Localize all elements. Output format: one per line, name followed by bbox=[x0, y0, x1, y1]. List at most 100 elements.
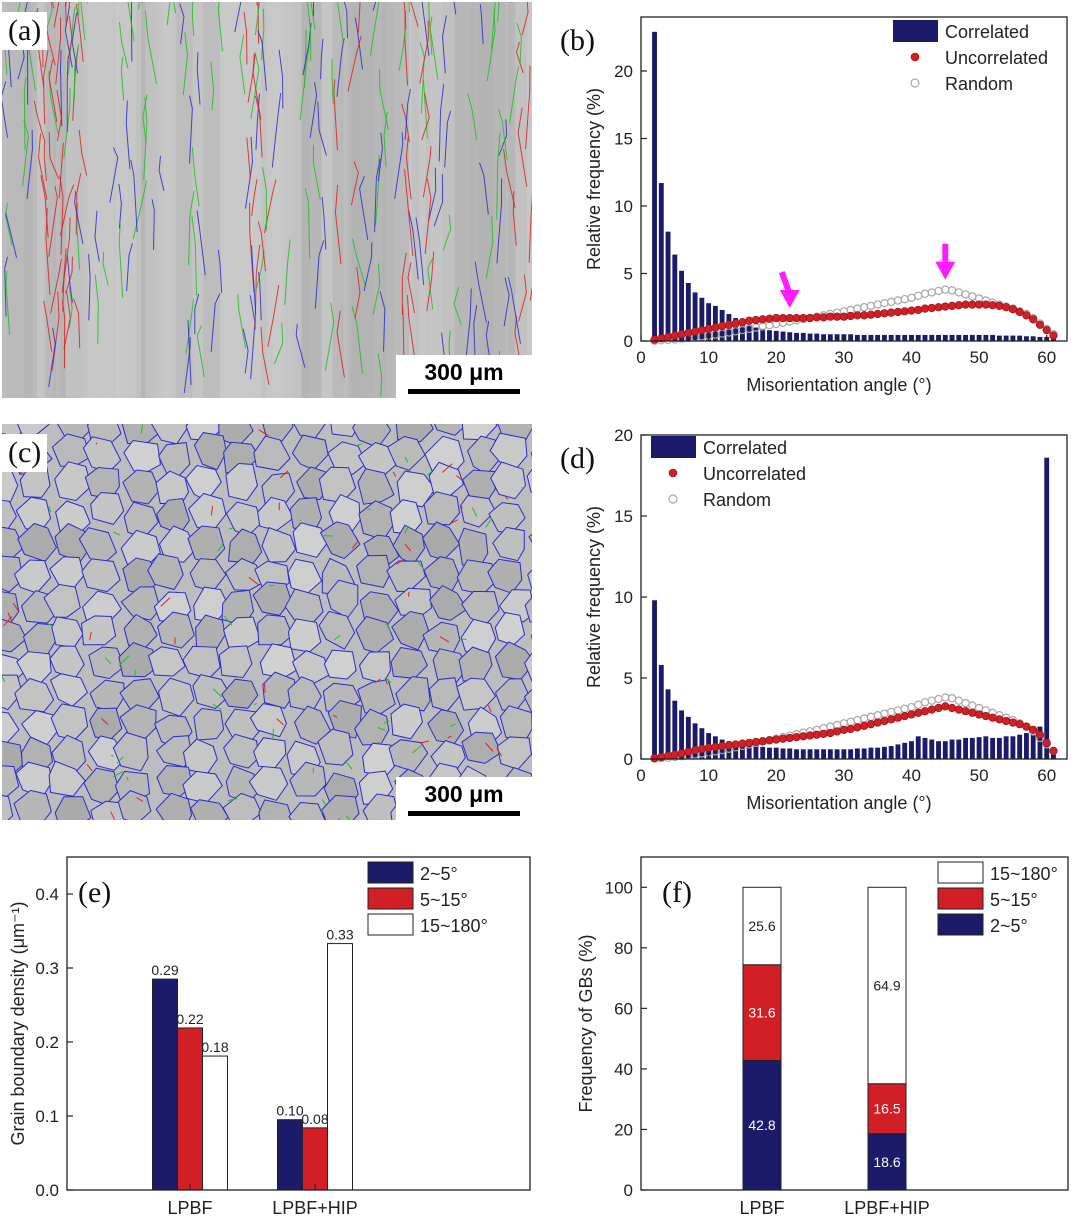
micrograph-c-grain bbox=[2, 618, 28, 653]
micrograph-c-boundary bbox=[417, 561, 425, 570]
micrograph-c-grain bbox=[227, 528, 263, 564]
micrograph-c-grain bbox=[530, 634, 532, 641]
y-tick-label: 0 bbox=[624, 1181, 633, 1200]
micrograph-a-boundary bbox=[419, 42, 425, 114]
micrograph-c-grain bbox=[83, 767, 120, 805]
correlated-bar bbox=[780, 748, 786, 759]
micrograph-a-boundary bbox=[337, 2, 345, 45]
micrograph-c-grain bbox=[261, 526, 297, 563]
random-point bbox=[927, 696, 936, 705]
y-tick-label: 0.2 bbox=[35, 1033, 59, 1052]
random-point bbox=[968, 701, 977, 710]
uncorrelated-point bbox=[704, 324, 713, 333]
random-point bbox=[947, 286, 957, 295]
correlated-bar bbox=[1030, 336, 1036, 341]
micrograph-a-boundary bbox=[189, 95, 193, 164]
micrograph-a-boundary bbox=[267, 284, 280, 347]
micrograph-a-boundary bbox=[404, 88, 411, 140]
micrograph-a-boundary bbox=[51, 291, 60, 371]
micrograph-c-grain bbox=[499, 705, 532, 740]
panel-label-b: (b) bbox=[560, 24, 595, 57]
micrograph-a-boundary bbox=[284, 239, 291, 306]
micrograph-a-boundary bbox=[352, 238, 366, 286]
micrograph-c-boundary bbox=[404, 456, 409, 463]
micrograph-c-grain bbox=[357, 679, 396, 715]
micrograph-a-boundary bbox=[263, 179, 277, 234]
x-axis-label: Misorientation angle (°) bbox=[746, 793, 931, 813]
micrograph-c-boundary bbox=[248, 576, 259, 586]
uncorrelated-point bbox=[839, 725, 848, 734]
micrograph-c-boundary bbox=[485, 517, 493, 528]
uncorrelated-point bbox=[981, 300, 990, 309]
correlated-bar bbox=[685, 282, 691, 341]
micrograph-c-grain bbox=[2, 674, 23, 711]
scale-bar-c-line bbox=[408, 811, 520, 816]
micrograph-a-boundary bbox=[144, 10, 158, 85]
legend-marker-uncorrelated bbox=[910, 52, 920, 62]
micrograph-c-grain bbox=[249, 703, 287, 738]
micrograph-c-boundary bbox=[355, 443, 363, 447]
micrograph-a-boundary bbox=[503, 148, 516, 208]
micrograph-c-grain bbox=[16, 651, 52, 684]
micrograph-c-grain bbox=[291, 650, 330, 684]
micrograph-a-boundary bbox=[336, 310, 345, 378]
micrograph-a-boundary bbox=[525, 65, 531, 149]
y-tick-label: 0 bbox=[624, 750, 633, 769]
legend-swatch bbox=[937, 913, 984, 936]
micrograph-a-boundary bbox=[394, 132, 404, 199]
random-point bbox=[880, 709, 889, 718]
micrograph-c-grain bbox=[428, 677, 461, 712]
correlated-bar bbox=[658, 665, 664, 759]
random-point bbox=[954, 696, 964, 705]
random-point bbox=[968, 292, 977, 301]
micrograph-c-boundary bbox=[95, 442, 98, 445]
micrograph-a-boundary bbox=[405, 136, 412, 200]
micrograph-c-grain bbox=[49, 673, 89, 707]
correlated-bar bbox=[726, 741, 732, 759]
micrograph-a-grain bbox=[351, 2, 387, 398]
legend-label: 2~5° bbox=[990, 916, 1028, 936]
micrograph-c-grain bbox=[158, 525, 196, 563]
legend-swatch bbox=[367, 861, 414, 884]
micrograph-a-boundary bbox=[56, 90, 62, 142]
micrograph-c-grain bbox=[253, 737, 287, 770]
y-axis-label: Frequency of GBs (%) bbox=[576, 934, 596, 1112]
uncorrelated-point bbox=[832, 312, 842, 321]
micrograph-c-grain bbox=[122, 469, 161, 505]
micrograph-a-boundary bbox=[486, 9, 496, 81]
random-point bbox=[880, 299, 889, 308]
micrograph-c-boundary bbox=[449, 723, 456, 728]
micrograph-a-boundary bbox=[398, 25, 407, 72]
uncorrelated-point bbox=[1029, 725, 1038, 734]
correlated-bar bbox=[652, 31, 657, 341]
y-tick-label: 40 bbox=[614, 1060, 633, 1079]
y-tick-label: 20 bbox=[614, 1120, 633, 1139]
micrograph-c-grain bbox=[157, 611, 195, 649]
uncorrelated-point bbox=[751, 737, 761, 747]
correlated-bar bbox=[902, 334, 908, 341]
correlated-bar bbox=[692, 723, 698, 759]
micrograph-c-boundary bbox=[110, 754, 114, 757]
correlated-bar bbox=[929, 739, 935, 759]
micrograph-c-boundary bbox=[118, 655, 130, 667]
correlated-bar bbox=[895, 744, 901, 759]
micrograph-c-grain bbox=[248, 765, 289, 801]
micrograph-a-boundary bbox=[324, 303, 335, 371]
micrograph-a-grain bbox=[381, 2, 410, 398]
correlated-bar bbox=[915, 736, 921, 759]
stacked-bar-15~180° bbox=[867, 886, 907, 1085]
random-point bbox=[907, 702, 916, 712]
micrograph-a-boundary bbox=[479, 4, 484, 44]
micrograph-a-boundary bbox=[421, 93, 430, 141]
micrograph-a-boundary bbox=[75, 4, 84, 62]
micrograph-c-grain bbox=[490, 461, 527, 500]
correlated-bar bbox=[963, 737, 969, 759]
micrograph-c-grain bbox=[327, 699, 363, 739]
micrograph-a-boundary bbox=[428, 2, 433, 55]
micrograph-c-grain bbox=[155, 470, 190, 505]
micrograph-c-grain bbox=[189, 558, 227, 592]
micrograph-a-boundary bbox=[372, 2, 377, 11]
uncorrelated-point bbox=[900, 307, 909, 316]
correlated-bar bbox=[956, 739, 962, 759]
correlated-bar bbox=[787, 332, 793, 341]
